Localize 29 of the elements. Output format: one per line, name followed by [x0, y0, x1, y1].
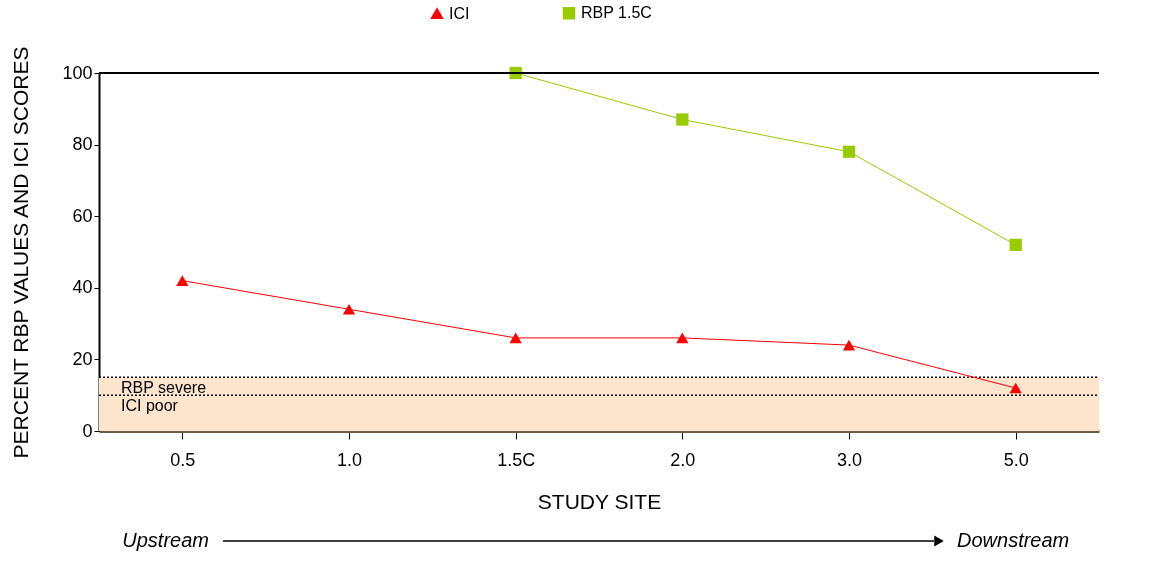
text: Downstream	[957, 529, 1070, 551]
text: Upstream	[122, 529, 209, 551]
y-tick-label: 40	[72, 277, 93, 298]
x-tick-label: 5.0	[1003, 449, 1029, 470]
y-tick-label: 20	[72, 348, 93, 369]
point	[1009, 382, 1022, 394]
ref-line-label: ICI poor	[121, 397, 179, 415]
legend-label: ICI	[449, 4, 470, 22]
point	[1009, 238, 1022, 251]
x-tick-label: 0.5	[170, 449, 196, 470]
point	[509, 332, 522, 344]
y-tick-label: 80	[72, 134, 93, 155]
point	[842, 339, 856, 351]
x-axis-title: STUDY SITE	[537, 489, 662, 513]
point	[842, 145, 856, 158]
y-tick-label: 0	[82, 420, 93, 441]
x-tick-label: 2.0	[670, 449, 696, 470]
ref-line-label: RBP severe	[121, 379, 207, 397]
y-tick-label: 100	[62, 62, 93, 83]
legend-label: RBP 1.5C	[581, 4, 652, 22]
x-tick-label: 3.0	[836, 449, 863, 470]
x-tick-label: 1.5C	[497, 449, 536, 470]
x-tick-label: 1.0	[336, 449, 363, 470]
y-axis-title: PERCENT RBP VALUES AND ICI SCORES	[9, 46, 33, 459]
y-tick-label: 60	[72, 205, 93, 226]
point	[176, 275, 189, 286]
point	[676, 113, 689, 126]
point	[342, 303, 356, 315]
point	[676, 332, 689, 344]
